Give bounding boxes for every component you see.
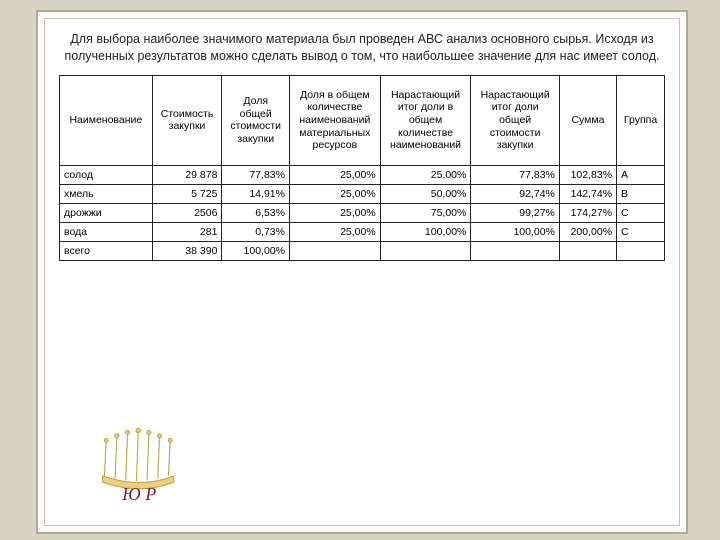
cell-cost: 38 390 [152, 241, 222, 260]
col-sharecost: Доля общей стоимости закупки [222, 75, 290, 165]
cell-cost: 281 [152, 222, 222, 241]
abc-table: Наименование Стоимость закупки Доля обще… [59, 75, 665, 261]
cell-cumcost: 99,27% [471, 203, 560, 222]
cell-name: солод [60, 165, 153, 184]
cell-sum [559, 241, 616, 260]
svg-text:Ю: Ю [121, 484, 140, 504]
cell-shareqty: 25,00% [289, 184, 380, 203]
cell-cumqty: 100,00% [380, 222, 471, 241]
cell-sharecost: 0,73% [222, 222, 290, 241]
table-row: солод 29 878 77,83% 25,00% 25,00% 77,83%… [60, 165, 665, 184]
cell-shareqty [289, 241, 380, 260]
cell-group: A [617, 165, 665, 184]
cell-cumcost: 77,83% [471, 165, 560, 184]
col-cost: Стоимость закупки [152, 75, 222, 165]
cell-cumqty: 75,00% [380, 203, 471, 222]
col-name: Наименование [60, 75, 153, 165]
cell-cumqty: 50,00% [380, 184, 471, 203]
cell-name: вода [60, 222, 153, 241]
cell-name: всего [60, 241, 153, 260]
cell-shareqty: 25,00% [289, 203, 380, 222]
cell-sum: 174,27% [559, 203, 616, 222]
table-row: вода 281 0,73% 25,00% 100,00% 100,00% 20… [60, 222, 665, 241]
col-cumqty: Нарастающий итог доли в общем количестве… [380, 75, 471, 165]
cell-sum: 102,83% [559, 165, 616, 184]
table-row: всего 38 390 100,00% [60, 241, 665, 260]
col-cumcost: Нарастающий итог доли общей стоимости за… [471, 75, 560, 165]
cell-cumcost: 100,00% [471, 222, 560, 241]
col-group: Группа [617, 75, 665, 165]
col-sum: Сумма [559, 75, 616, 165]
cell-name: хмель [60, 184, 153, 203]
table-row: хмель 5 725 14,91% 25,00% 50,00% 92,74% … [60, 184, 665, 203]
svg-text:Р: Р [144, 484, 156, 504]
cell-sum: 142,74% [559, 184, 616, 203]
cell-cost: 29 878 [152, 165, 222, 184]
cell-sharecost: 14,91% [222, 184, 290, 203]
table-row: дрожжи 2506 6,53% 25,00% 75,00% 99,27% 1… [60, 203, 665, 222]
slide-title: Для выбора наиболее значимого материала … [59, 31, 665, 65]
cell-name: дрожжи [60, 203, 153, 222]
cell-cost: 5 725 [152, 184, 222, 203]
cell-cumqty: 25,00% [380, 165, 471, 184]
cell-group: C [617, 203, 665, 222]
cell-sharecost: 77,83% [222, 165, 290, 184]
cell-group: B [617, 184, 665, 203]
slide-frame: Для выбора наиболее значимого материала … [36, 10, 688, 534]
col-shareqty: Доля в общем количестве наименований мат… [289, 75, 380, 165]
cell-sharecost: 100,00% [222, 241, 290, 260]
cell-cost: 2506 [152, 203, 222, 222]
cell-shareqty: 25,00% [289, 165, 380, 184]
inner-frame: Для выбора наиболее значимого материала … [44, 18, 680, 526]
cell-sum: 200,00% [559, 222, 616, 241]
cell-shareqty: 25,00% [289, 222, 380, 241]
cell-sharecost: 6,53% [222, 203, 290, 222]
cell-cumqty [380, 241, 471, 260]
cell-group: C [617, 222, 665, 241]
crown-logo-icon: Ю Р [95, 427, 185, 507]
cell-cumcost [471, 241, 560, 260]
cell-group [617, 241, 665, 260]
cell-cumcost: 92,74% [471, 184, 560, 203]
